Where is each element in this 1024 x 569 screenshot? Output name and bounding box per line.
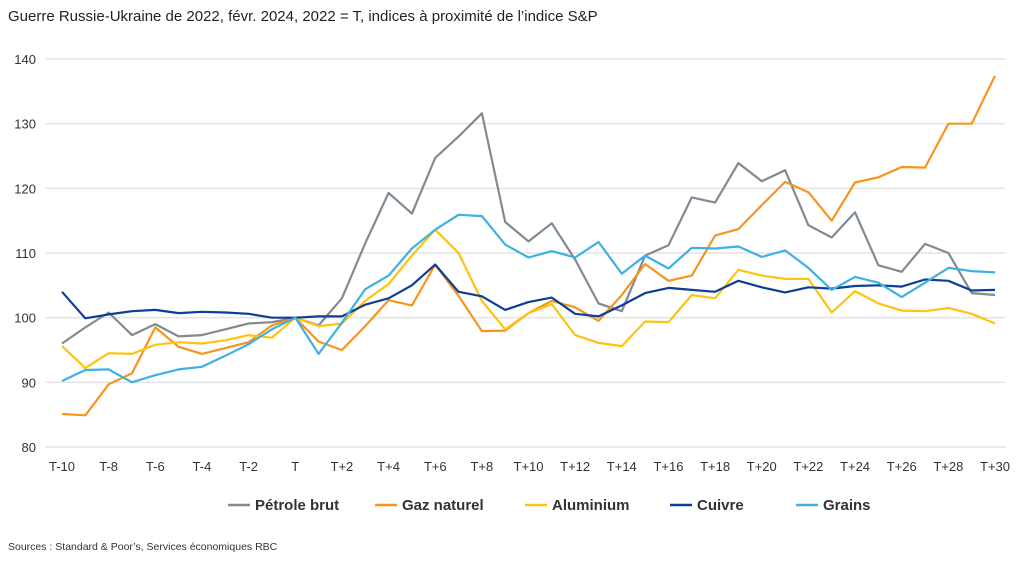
legend-label: Aluminium (552, 497, 630, 514)
x-tick-label: T+20 (747, 459, 777, 474)
series-line-cuivre (61, 263, 996, 320)
x-tick-label: T (291, 459, 299, 474)
legend-label: Gaz naturel (402, 497, 484, 514)
legend-label: Pétrole brut (255, 497, 339, 514)
y-tick-label: 80 (22, 440, 36, 455)
y-tick-label: 130 (14, 117, 36, 132)
series-line-aluminium (61, 228, 996, 370)
x-tick-label: T+28 (933, 459, 963, 474)
x-tick-label: T+12 (560, 459, 590, 474)
x-tick-label: T+26 (887, 459, 917, 474)
x-tick-label: T-10 (49, 459, 75, 474)
x-tick-label: T+10 (514, 459, 544, 474)
x-tick-label: T-2 (239, 459, 258, 474)
x-tick-label: T+14 (607, 459, 637, 474)
series-line-pétrole-brut (61, 112, 996, 345)
y-tick-label: 140 (14, 52, 36, 67)
x-tick-label: T-8 (99, 459, 118, 474)
legend-label: Cuivre (697, 497, 744, 514)
x-tick-label: T+24 (840, 459, 870, 474)
y-tick-label: 90 (22, 375, 36, 390)
x-tick-label: T+30 (980, 459, 1010, 474)
x-tick-label: T-4 (193, 459, 212, 474)
y-tick-label: 100 (14, 311, 36, 326)
x-tick-label: T-6 (146, 459, 165, 474)
x-tick-label: T+6 (424, 459, 447, 474)
chart-source: Sources : Standard & Poor’s, Services éc… (8, 541, 278, 553)
series-line-grains (61, 213, 996, 384)
y-tick-label: 110 (15, 246, 36, 261)
x-tick-label: T+22 (793, 459, 823, 474)
x-tick-label: T+18 (700, 459, 730, 474)
chart-title: Guerre Russie-Ukraine de 2022, févr. 202… (8, 8, 598, 25)
x-tick-label: T+16 (653, 459, 683, 474)
legend-label: Grains (823, 497, 871, 514)
series-line-gaz-naturel (61, 75, 996, 417)
x-tick-label: T+2 (331, 459, 354, 474)
x-tick-label: T+8 (470, 459, 493, 474)
x-tick-label: T+4 (377, 459, 400, 474)
y-tick-label: 120 (14, 181, 36, 196)
